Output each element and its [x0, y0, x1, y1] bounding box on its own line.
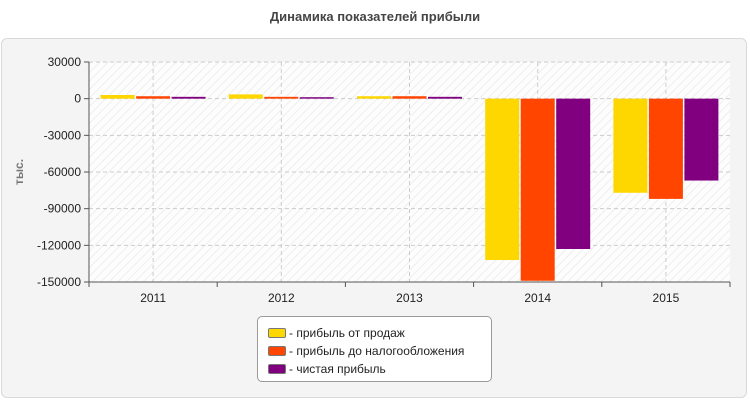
bar[interactable]	[171, 96, 206, 99]
x-tick-label: 2015	[653, 291, 680, 305]
bar[interactable]	[485, 98, 520, 261]
bar[interactable]	[648, 98, 683, 199]
bar[interactable]	[613, 98, 648, 193]
bar[interactable]	[264, 96, 299, 99]
y-tick-label: -150000	[37, 275, 81, 289]
legend-label: - прибыль до налогообложения	[289, 344, 465, 358]
legend-swatch	[268, 328, 286, 338]
legend-item[interactable]: - прибыль от продаж	[268, 324, 491, 342]
legend-item[interactable]: - чистая прибыль	[268, 360, 491, 378]
x-tick-labels: 2011 2012 2013 2014 2015	[140, 291, 679, 305]
bar[interactable]	[228, 94, 263, 99]
legend-swatch	[268, 364, 286, 374]
legend-label: - прибыль от продаж	[289, 326, 405, 340]
y-tick-label: -90000	[44, 202, 82, 216]
bar[interactable]	[299, 97, 334, 99]
bar[interactable]	[556, 98, 591, 250]
axes	[84, 61, 731, 287]
legend-swatch	[268, 346, 286, 356]
bar[interactable]	[136, 96, 171, 99]
y-tick-label: -30000	[44, 128, 82, 142]
legend: - прибыль от продаж - прибыль до налогоо…	[257, 316, 492, 382]
bar[interactable]	[392, 96, 427, 99]
x-tick-label: 2012	[268, 291, 295, 305]
y-tick-label: 30000	[48, 55, 82, 69]
legend-item[interactable]: - прибыль до налогообложения	[268, 342, 491, 360]
bar[interactable]	[357, 96, 391, 99]
x-tick-label: 2011	[140, 291, 166, 305]
y-tick-label: -60000	[44, 165, 82, 179]
bars	[100, 94, 719, 281]
bar[interactable]	[684, 98, 719, 181]
y-tick-label: 0	[74, 92, 81, 106]
bar[interactable]	[100, 95, 135, 99]
y-axis-label: тыс.	[12, 159, 26, 185]
bar[interactable]	[428, 96, 462, 99]
y-tick-labels: 30000 0 -30000 -60000 -90000 -120000 -150000	[37, 55, 81, 289]
chart-title: Динамика показателей прибыли	[269, 9, 481, 24]
legend-label: - чистая прибыль	[289, 362, 386, 376]
y-tick-label: -120000	[37, 238, 81, 252]
x-tick-label: 2013	[396, 291, 423, 305]
bar[interactable]	[520, 98, 555, 281]
x-tick-label: 2014	[524, 291, 551, 305]
